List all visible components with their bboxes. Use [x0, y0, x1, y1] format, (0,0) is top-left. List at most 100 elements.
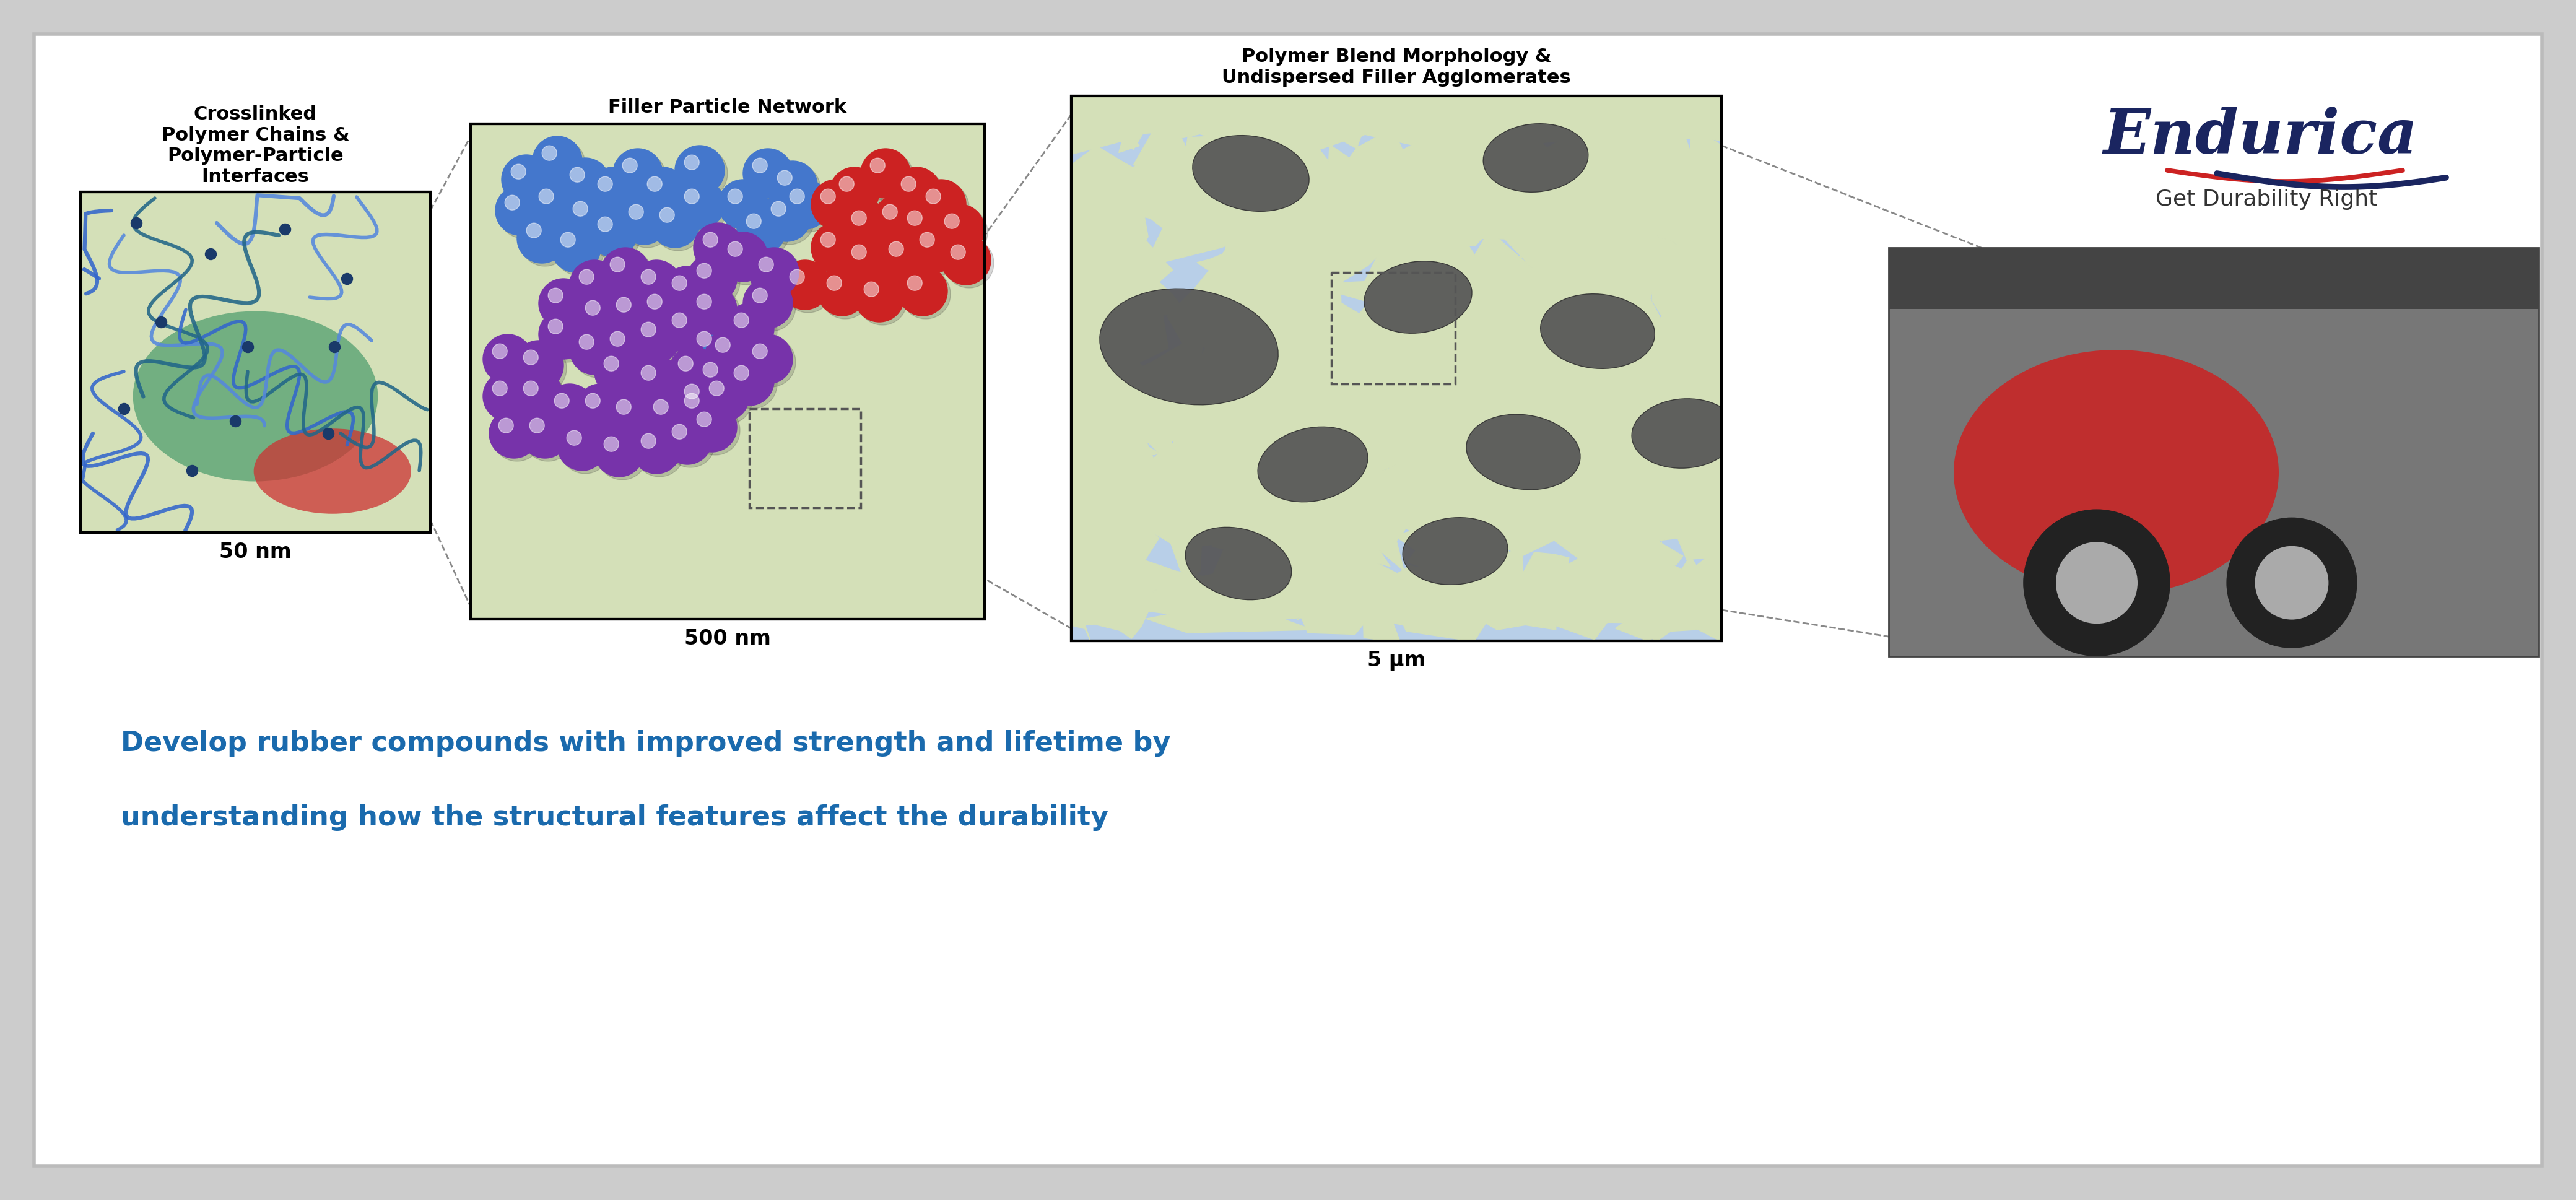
Circle shape — [654, 400, 667, 414]
Circle shape — [629, 204, 644, 220]
Circle shape — [631, 424, 680, 474]
Polygon shape — [1350, 115, 1587, 272]
Circle shape — [672, 425, 688, 439]
Circle shape — [677, 356, 693, 371]
Polygon shape — [1041, 553, 1193, 642]
Circle shape — [564, 192, 613, 241]
Circle shape — [500, 418, 513, 433]
Text: 500 nm: 500 nm — [685, 629, 770, 649]
Circle shape — [641, 270, 657, 284]
Polygon shape — [1643, 443, 1821, 570]
Circle shape — [662, 304, 711, 353]
Circle shape — [693, 223, 742, 272]
Circle shape — [523, 412, 572, 461]
Circle shape — [781, 180, 829, 229]
Polygon shape — [1005, 434, 1172, 563]
Circle shape — [752, 251, 801, 300]
Circle shape — [611, 257, 626, 272]
Circle shape — [951, 245, 966, 259]
Circle shape — [551, 223, 600, 272]
Circle shape — [647, 176, 662, 192]
Circle shape — [569, 325, 618, 374]
Circle shape — [817, 266, 868, 316]
Circle shape — [902, 204, 951, 254]
Polygon shape — [1007, 68, 1198, 155]
Circle shape — [894, 170, 945, 220]
Polygon shape — [1337, 59, 1535, 150]
Polygon shape — [1249, 431, 1432, 581]
Polygon shape — [1564, 487, 1682, 601]
Circle shape — [618, 196, 670, 245]
Circle shape — [556, 421, 608, 470]
Circle shape — [585, 300, 600, 316]
Polygon shape — [1368, 433, 1595, 577]
Circle shape — [500, 188, 549, 239]
Circle shape — [639, 284, 688, 335]
Circle shape — [515, 372, 564, 421]
Circle shape — [577, 292, 626, 341]
Circle shape — [495, 186, 546, 235]
Polygon shape — [1409, 313, 1638, 499]
Circle shape — [598, 176, 613, 192]
Bar — [471, 124, 984, 619]
Polygon shape — [1224, 64, 1417, 161]
Circle shape — [634, 263, 685, 313]
Polygon shape — [1036, 487, 1159, 606]
Circle shape — [662, 266, 711, 316]
Circle shape — [945, 214, 958, 229]
Circle shape — [899, 202, 948, 251]
Circle shape — [938, 208, 987, 257]
Circle shape — [762, 192, 811, 241]
Circle shape — [675, 145, 724, 196]
Circle shape — [685, 394, 698, 408]
Polygon shape — [1036, 209, 1149, 332]
Circle shape — [592, 210, 641, 260]
Circle shape — [541, 282, 592, 331]
Circle shape — [721, 235, 770, 284]
Circle shape — [611, 394, 659, 443]
Polygon shape — [1378, 197, 1486, 316]
Polygon shape — [1041, 316, 1151, 420]
Circle shape — [567, 196, 616, 245]
Circle shape — [639, 167, 688, 217]
Circle shape — [598, 217, 613, 232]
Circle shape — [677, 378, 726, 427]
Circle shape — [696, 226, 747, 276]
Circle shape — [592, 170, 641, 220]
Circle shape — [634, 316, 685, 365]
Ellipse shape — [1100, 289, 1278, 404]
Circle shape — [520, 409, 569, 458]
Polygon shape — [1551, 295, 1692, 408]
Circle shape — [696, 331, 711, 347]
Circle shape — [523, 350, 538, 365]
Circle shape — [708, 380, 724, 396]
Circle shape — [616, 400, 631, 414]
Circle shape — [899, 266, 948, 316]
Circle shape — [677, 149, 726, 198]
Circle shape — [690, 288, 739, 337]
Circle shape — [595, 347, 644, 396]
Polygon shape — [1515, 427, 1736, 575]
Circle shape — [902, 269, 951, 319]
Text: Polymer Blend Morphology &
Undispersed Filler Agglomerates: Polymer Blend Morphology & Undispersed F… — [1221, 48, 1571, 86]
Circle shape — [489, 409, 538, 458]
Circle shape — [742, 335, 793, 384]
Circle shape — [822, 233, 835, 247]
Ellipse shape — [1466, 414, 1579, 490]
Bar — [80, 192, 430, 533]
Circle shape — [845, 204, 894, 254]
Polygon shape — [1651, 198, 1814, 407]
Polygon shape — [1002, 233, 1185, 413]
Circle shape — [603, 356, 618, 371]
Circle shape — [562, 424, 611, 474]
Ellipse shape — [1631, 398, 1736, 468]
Circle shape — [665, 269, 716, 319]
Circle shape — [564, 161, 613, 210]
Polygon shape — [1399, 304, 1520, 418]
Circle shape — [696, 412, 711, 427]
Circle shape — [822, 188, 835, 204]
Bar — [471, 124, 984, 619]
Circle shape — [608, 288, 657, 337]
Circle shape — [688, 322, 737, 372]
Circle shape — [515, 341, 564, 390]
